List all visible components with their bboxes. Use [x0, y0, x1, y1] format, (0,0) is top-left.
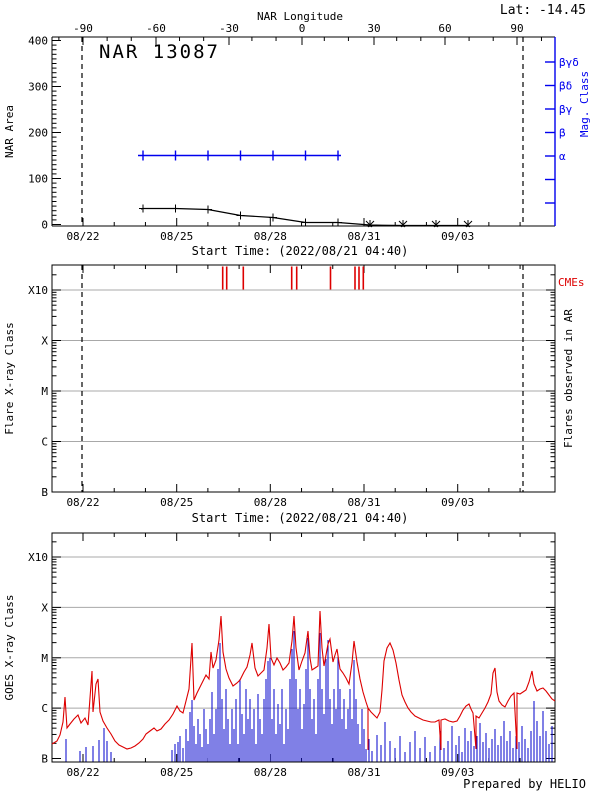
magclass-tick-label: β [559, 127, 566, 140]
top-axis-title: NAR Longitude [256, 10, 344, 23]
p2-frame [51, 264, 556, 493]
p1-left-tick-label: 0 [41, 219, 48, 232]
nar-area-series [140, 207, 468, 227]
date-tick-label: 09/03 [441, 766, 474, 779]
p2-tick-label: X [41, 335, 48, 348]
date-tick-label: 09/03 [441, 230, 474, 243]
p2-axis-title: Flare X-ray Class [3, 322, 16, 435]
magclass-tick-label: α [559, 150, 566, 163]
cmes-label: CMEs [558, 276, 585, 289]
p3-tick-label: B [41, 753, 48, 766]
magclass-tick-label: βδ [559, 80, 572, 93]
longitude-tick-label: -30 [219, 22, 239, 35]
date-tick-label: 08/22 [66, 496, 99, 509]
p1-left-tick-label: 100 [28, 173, 48, 186]
p3-tick-label: X10 [28, 551, 48, 564]
area-star-marker [398, 220, 406, 228]
longitude-tick-label: -60 [146, 22, 166, 35]
area-star-marker [463, 220, 471, 228]
date-tick-label: 08/28 [254, 766, 287, 779]
area-star-marker [433, 220, 441, 228]
p1-left-tick-label: 300 [28, 81, 48, 94]
date-tick-label: 08/25 [160, 766, 193, 779]
longitude-tick-label: 60 [438, 22, 451, 35]
date-tick-label: 08/25 [160, 496, 193, 509]
p2-tick-label: M [41, 385, 48, 398]
p3-tick-label: C [41, 702, 48, 715]
magclass-tick-label: βγ [559, 103, 573, 116]
p1-left-tick-label: 200 [28, 127, 48, 140]
date-tick-label: 08/25 [160, 230, 193, 243]
flares-observed-label: Flares observed in AR [562, 309, 575, 448]
area-star-marker [431, 220, 439, 228]
p1-left-tick-label: 400 [28, 35, 48, 48]
date-tick-label: 08/31 [347, 496, 380, 509]
date-tick-label: 09/03 [441, 496, 474, 509]
date-tick-label: 08/31 [347, 766, 380, 779]
magclass-axis-title: Mag. Class [578, 71, 591, 137]
panel2-xaxis-title: Start Time: (2022/08/21 04:40) [191, 511, 409, 525]
longitude-tick-label: -90 [73, 22, 93, 35]
area-star-marker [465, 220, 473, 228]
date-tick-label: 08/22 [66, 230, 99, 243]
area-star-marker [400, 220, 408, 228]
longitude-tick-label: 0 [299, 22, 306, 35]
date-tick-label: 08/22 [66, 766, 99, 779]
p2-tick-label: B [41, 486, 48, 499]
latitude-label: Lat: -14.45 [499, 3, 586, 18]
date-tick-label: 08/28 [254, 230, 287, 243]
p2-tick-label: X10 [28, 284, 48, 297]
p3-tick-label: X [41, 601, 48, 614]
p3-tick-label: M [41, 652, 48, 665]
p1-axis-title: NAR Area [3, 105, 16, 158]
p3-axis-title: GOES X-ray Class [3, 595, 16, 701]
goes-long-series [51, 610, 556, 751]
panel1-xaxis-title: Start Time: (2022/08/21 04:40) [191, 244, 409, 258]
magclass-tick-label: βγδ [559, 56, 579, 69]
area-star-marker [367, 220, 375, 228]
date-tick-label: 08/28 [254, 496, 287, 509]
longitude-tick-label: 90 [510, 22, 523, 35]
longitude-tick-label: 30 [367, 22, 380, 35]
date-tick-label: 08/31 [347, 230, 380, 243]
area-star-marker [365, 220, 373, 228]
page-title: NAR 13087 [99, 41, 220, 63]
p3-frame [51, 532, 556, 763]
credit-label: Prepared by HELIO [463, 777, 586, 791]
p2-tick-label: C [41, 436, 48, 449]
